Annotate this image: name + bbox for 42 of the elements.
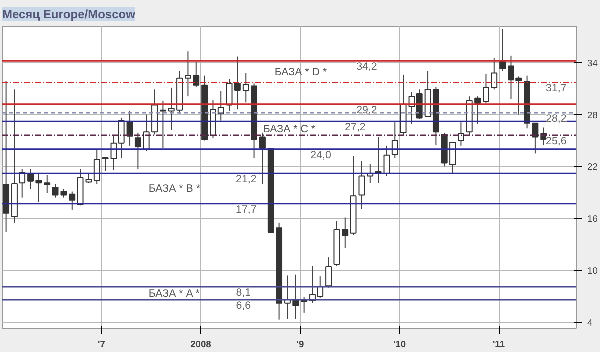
candlestick: [326, 257, 332, 288]
ref-line-label: 6,6: [236, 300, 252, 312]
candlestick: [392, 122, 398, 159]
y-tick-label: 10: [588, 266, 598, 276]
ref-line-label: 17,7: [236, 204, 257, 216]
y-tick-label: 28: [588, 110, 598, 120]
candlestick: [134, 132, 142, 170]
annotation: БАЗА * B *: [148, 183, 200, 196]
candlestick: [94, 150, 100, 184]
ref-line-label: 31,7: [546, 82, 567, 95]
y-tick-label: 4: [588, 318, 593, 328]
candlestick: [532, 122, 539, 154]
x-tick-label: '10: [393, 340, 406, 350]
y-tick-label: 34: [588, 58, 598, 68]
ref-line-label: 34,2: [356, 61, 378, 74]
ref-line-label: 8,1: [236, 286, 252, 299]
candlestick: [160, 100, 166, 150]
x-tick-label: '7: [98, 340, 106, 350]
candlestick: [69, 191, 76, 210]
annotation: БАЗА * A *: [148, 288, 200, 300]
y-tick-label: 16: [588, 214, 598, 224]
ref-line-label: 29,2: [356, 104, 378, 116]
x-tick-label: '9: [296, 340, 304, 350]
x-tick-label: '11: [492, 340, 506, 350]
x-tick-label: 2008: [190, 340, 212, 350]
candlestick: [102, 158, 109, 172]
chart-title: Месяц Europe/Moscow: [2, 8, 136, 22]
y-tick-label: 22: [588, 162, 598, 172]
ref-line-label: 21,2: [236, 174, 257, 186]
ref-line-label: 28,2: [546, 113, 567, 126]
annotation: БАЗА * D *: [274, 66, 328, 78]
candlestick: [358, 160, 366, 210]
candlestick: [52, 183, 59, 198]
ref-line-label: 25,6: [546, 136, 567, 148]
candlestick: [500, 28, 506, 72]
annotation: БАЗА * C *: [263, 123, 316, 136]
ref-line-label: 24,0: [310, 149, 332, 162]
candlestick: [44, 174, 51, 194]
candlestick: [260, 132, 266, 184]
candlestick: [342, 217, 349, 249]
ref-line-label: 27,2: [345, 122, 366, 134]
candlestick: [458, 122, 464, 146]
